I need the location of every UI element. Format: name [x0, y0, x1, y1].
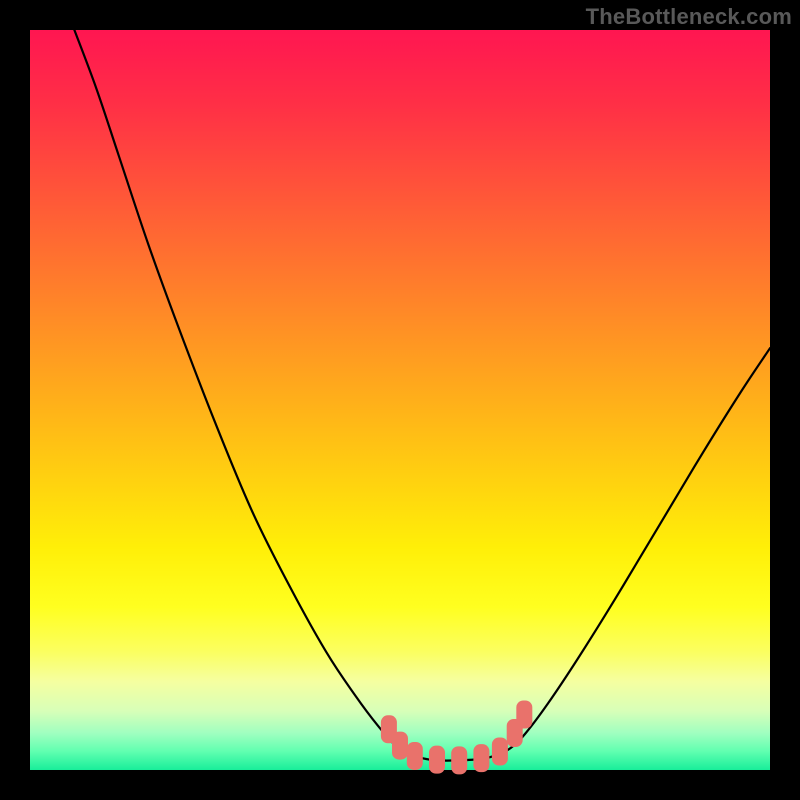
valley-marker: [516, 701, 532, 729]
valley-marker: [429, 746, 445, 774]
chart-container: TheBottleneck.com: [0, 0, 800, 800]
valley-marker: [392, 732, 408, 760]
bottleneck-chart: [0, 0, 800, 800]
valley-marker: [407, 742, 423, 770]
valley-marker: [473, 744, 489, 772]
chart-gradient-background: [30, 30, 770, 770]
valley-marker: [492, 738, 508, 766]
valley-marker: [451, 746, 467, 774]
watermark-text: TheBottleneck.com: [586, 4, 792, 30]
